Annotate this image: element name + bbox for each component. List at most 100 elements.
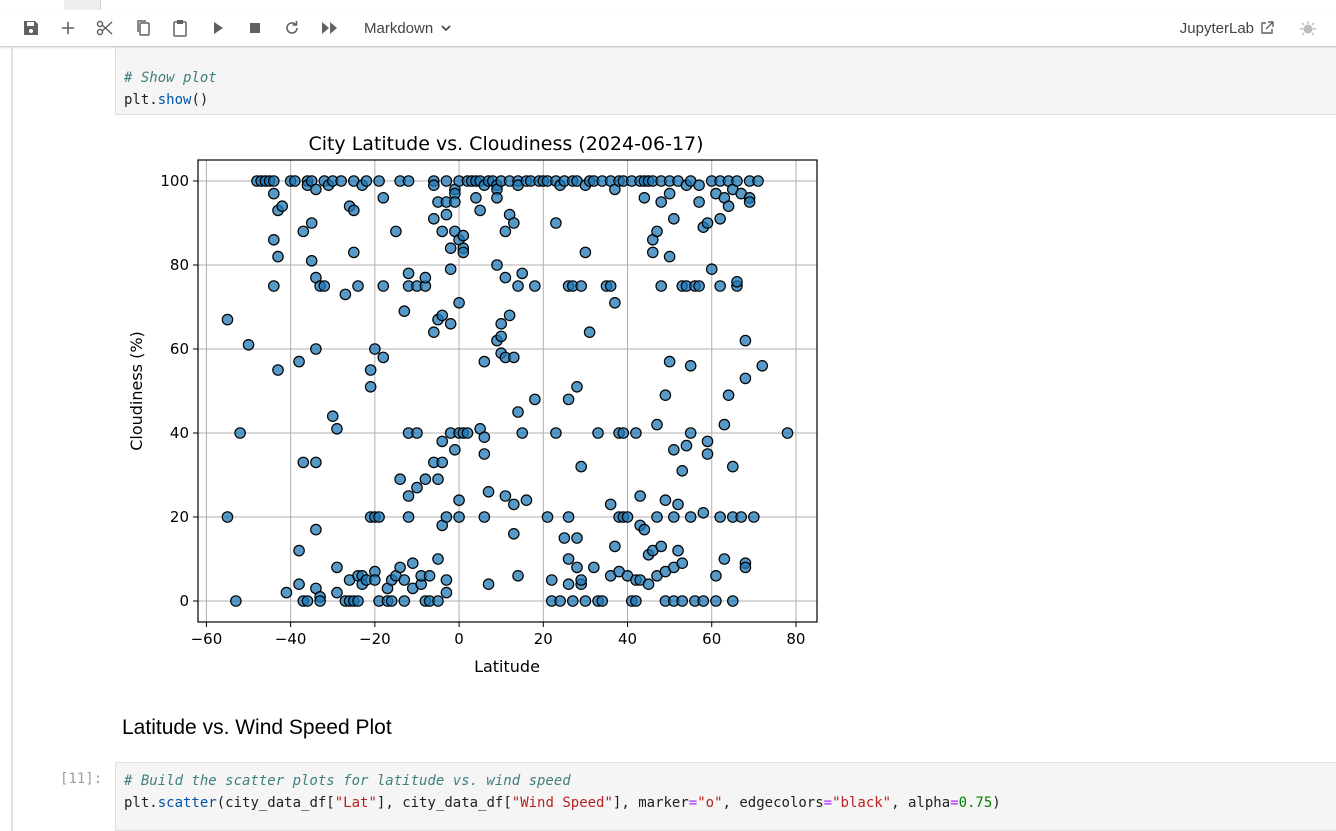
data-point — [423, 569, 436, 582]
data-point — [419, 271, 432, 284]
data-point — [655, 280, 667, 292]
data-point — [516, 267, 529, 280]
stop-button[interactable] — [243, 16, 267, 40]
data-point — [331, 422, 343, 435]
data-point — [482, 578, 495, 590]
data-point — [739, 372, 752, 385]
data-point — [457, 246, 470, 259]
y-tick-label: 40 — [170, 424, 189, 442]
jupyterlab-label: JupyterLab — [1179, 19, 1254, 37]
data-point — [398, 305, 411, 317]
run-button[interactable] — [206, 16, 230, 40]
data-point — [508, 351, 520, 364]
data-point — [221, 511, 234, 523]
data-point — [562, 578, 575, 590]
data-point — [680, 439, 693, 452]
data-point — [272, 250, 284, 263]
data-point — [571, 532, 583, 544]
add-cell-button[interactable] — [56, 16, 80, 40]
data-point — [503, 309, 516, 322]
notebook-panel: # Show plot plt.show() City Latitude vs.… — [0, 47, 1336, 831]
fast-forward-icon — [322, 22, 337, 34]
y-axis-label: Cloudiness (%) — [127, 331, 146, 451]
tab-partial[interactable] — [64, 0, 101, 10]
data-point — [684, 360, 697, 372]
x-tick-label: −20 — [359, 630, 391, 648]
data-point — [659, 494, 672, 506]
data-point — [318, 280, 331, 292]
code-cell-show-plot[interactable]: # Show plot plt.show() — [115, 47, 1336, 115]
data-point — [516, 427, 529, 439]
restart-button[interactable] — [280, 16, 304, 40]
code-line: # Build the scatter plots for latitude v… — [124, 770, 1328, 792]
data-point — [331, 586, 343, 599]
data-point — [453, 511, 465, 523]
code-cell-wind-speed[interactable]: # Build the scatter plots for latitude v… — [115, 762, 1336, 831]
data-point — [651, 418, 663, 431]
data-point — [305, 255, 318, 267]
data-point — [634, 490, 646, 502]
copy-button[interactable] — [131, 16, 155, 40]
data-point — [722, 200, 735, 212]
data-point — [617, 427, 630, 439]
data-point — [436, 456, 449, 469]
data-point — [364, 380, 377, 393]
data-point — [651, 225, 663, 238]
data-point — [655, 196, 667, 208]
y-tick-label: 80 — [170, 256, 189, 274]
code-comment: # Build the scatter plots for latitude v… — [124, 773, 571, 789]
data-point — [571, 561, 583, 574]
data-point — [512, 569, 524, 582]
data-point — [310, 183, 322, 196]
data-point — [305, 217, 318, 229]
data-point — [373, 511, 385, 523]
data-point — [668, 511, 680, 523]
data-point — [339, 288, 352, 301]
y-tick-label: 100 — [160, 172, 189, 190]
open-jupyterlab-link[interactable]: JupyterLab — [1180, 18, 1274, 38]
data-point — [478, 448, 491, 460]
data-point — [440, 574, 453, 586]
data-point — [676, 557, 689, 569]
data-point — [297, 225, 310, 238]
copy-icon — [137, 20, 150, 36]
data-point — [377, 280, 390, 292]
data-point — [364, 364, 377, 376]
data-point — [331, 561, 343, 574]
data-point — [756, 360, 769, 372]
scissors-icon — [96, 20, 113, 36]
data-point — [499, 225, 512, 238]
data-point — [550, 217, 562, 229]
data-point — [604, 280, 617, 292]
data-point — [726, 595, 739, 607]
data-point — [748, 511, 760, 523]
data-point — [360, 175, 373, 187]
data-point — [739, 334, 752, 347]
data-point — [432, 595, 444, 607]
run-all-button[interactable] — [318, 16, 342, 40]
save-icon — [24, 21, 38, 35]
data-point — [221, 313, 234, 326]
code-line: # Show plot — [124, 67, 1328, 89]
paste-button[interactable] — [168, 16, 192, 40]
data-point — [310, 343, 322, 355]
data-point — [642, 578, 655, 590]
save-button[interactable] — [19, 16, 43, 40]
execution-prompt: [11]: — [60, 771, 103, 787]
data-point — [697, 595, 710, 607]
data-point — [314, 595, 326, 607]
cut-button[interactable] — [93, 16, 117, 40]
data-point — [276, 200, 289, 212]
data-point — [398, 574, 411, 586]
data-point — [293, 544, 305, 557]
code-token: show — [157, 92, 192, 108]
paste-icon — [173, 20, 187, 37]
data-point — [701, 435, 714, 448]
code-token: plt. — [124, 92, 158, 108]
code-token: 0.75 — [958, 795, 993, 811]
y-tick-label: 0 — [179, 592, 189, 610]
data-point — [394, 561, 406, 574]
data-point — [668, 213, 680, 225]
data-point — [293, 355, 305, 368]
cell-type-dropdown[interactable]: Markdown — [356, 17, 459, 39]
